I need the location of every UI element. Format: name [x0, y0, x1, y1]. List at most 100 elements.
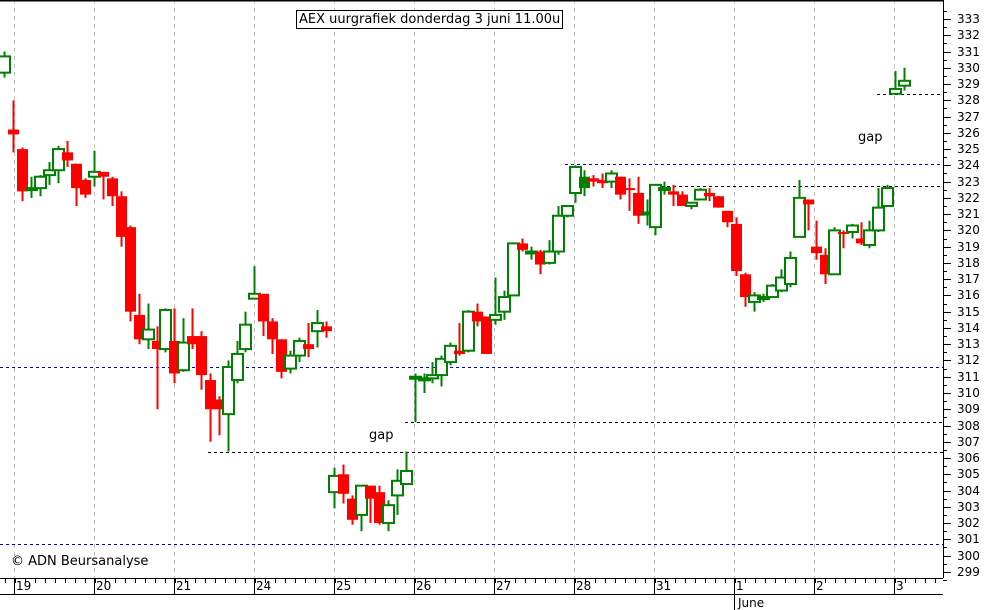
candle [267, 318, 278, 354]
candle [159, 308, 172, 353]
candle [740, 272, 751, 307]
candle [597, 173, 608, 189]
x-tick-label: 20 [96, 579, 112, 593]
candle [276, 339, 287, 379]
candle [889, 71, 902, 95]
candle [258, 293, 269, 337]
y-tick-label: 306 [957, 451, 980, 466]
x-tick-label: 1 [736, 579, 744, 593]
candle [196, 331, 207, 390]
candle [134, 293, 145, 345]
y-tick-label: 316 [957, 288, 980, 303]
candle [507, 242, 520, 297]
y-tick-label: 304 [957, 483, 980, 498]
y-tick-label: 328 [957, 93, 980, 108]
x-tick-label: 19 [16, 579, 32, 593]
candle [391, 469, 404, 515]
candle [846, 223, 859, 239]
candle [205, 373, 216, 442]
chart-title: AEX uurgrafiek donderdag 3 juni 11.00u [296, 10, 564, 29]
candle [784, 251, 797, 288]
candle [561, 204, 574, 218]
candle [748, 292, 761, 312]
candle [462, 310, 475, 353]
candle [552, 205, 565, 255]
candle [71, 163, 82, 206]
y-tick-label: 312 [957, 353, 980, 368]
y-tick-label: 310 [957, 385, 980, 400]
candle [633, 176, 644, 224]
candle [98, 171, 109, 200]
vertical-gridlines [14, 0, 895, 578]
y-tick-label: 313 [957, 337, 980, 352]
candle [338, 464, 349, 504]
candle [152, 326, 163, 410]
candle [17, 147, 28, 202]
candle [615, 176, 626, 200]
y-tick-label: 323 [957, 174, 980, 189]
y-tick-label: 317 [957, 272, 980, 287]
candle [489, 277, 502, 325]
gap-annotation: gap [369, 428, 394, 443]
candle [347, 495, 358, 525]
copyright-label: © ADN Beursanalyse [11, 554, 149, 569]
candle [80, 178, 91, 198]
candle [0, 51, 11, 78]
candle [34, 175, 47, 197]
x-tick-label: 21 [176, 579, 192, 593]
candle [856, 222, 867, 246]
y-tick-label: 301 [957, 532, 980, 547]
candle [142, 303, 155, 350]
y-tick-label: 314 [957, 320, 980, 335]
candle [677, 191, 688, 206]
y-tick-label: 321 [957, 207, 980, 222]
candle [62, 140, 73, 167]
candle [116, 191, 127, 247]
y-tick-label: 331 [957, 44, 980, 59]
candle [239, 311, 252, 353]
candle [125, 225, 136, 322]
candle [374, 485, 385, 525]
x-tick-label: 26 [416, 579, 432, 593]
candle [187, 308, 198, 350]
candle [704, 188, 715, 202]
candle [321, 321, 332, 338]
y-tick-label: 330 [957, 60, 980, 75]
candle [517, 238, 528, 252]
candle [214, 396, 225, 436]
month-label: June [738, 596, 765, 610]
y-tick-label: 315 [957, 304, 980, 319]
candle [535, 249, 546, 275]
candle [838, 230, 849, 249]
candle [25, 176, 38, 198]
y-tick-label: 318 [957, 255, 980, 270]
candle [472, 303, 483, 327]
y-tick-label: 303 [957, 499, 980, 514]
candle [543, 240, 556, 265]
gap-annotation: gap [858, 130, 883, 145]
candle [863, 220, 876, 249]
x-tick-label: 3 [896, 579, 904, 593]
y-tick-label: 311 [957, 369, 980, 384]
candle [731, 217, 742, 276]
x-tick-label: 2 [816, 579, 824, 593]
candle [169, 308, 180, 384]
y-tick-label: 322 [957, 190, 980, 205]
candle [872, 188, 885, 233]
candle [722, 210, 733, 228]
y-tick-label: 333 [957, 12, 980, 26]
candle [579, 170, 590, 197]
candles [0, 51, 911, 532]
candle [382, 500, 395, 532]
x-tick-label: 27 [496, 579, 512, 593]
candle [177, 318, 190, 372]
y-tick-label: 299 [957, 564, 980, 579]
y-tick-label: 332 [957, 28, 980, 43]
candle [481, 316, 492, 354]
y-tick-label: 308 [957, 418, 980, 433]
candle [43, 162, 56, 185]
y-tick-label: 329 [957, 77, 980, 92]
x-tick-label: 31 [656, 579, 672, 593]
candle [222, 360, 235, 452]
candle [498, 290, 511, 320]
